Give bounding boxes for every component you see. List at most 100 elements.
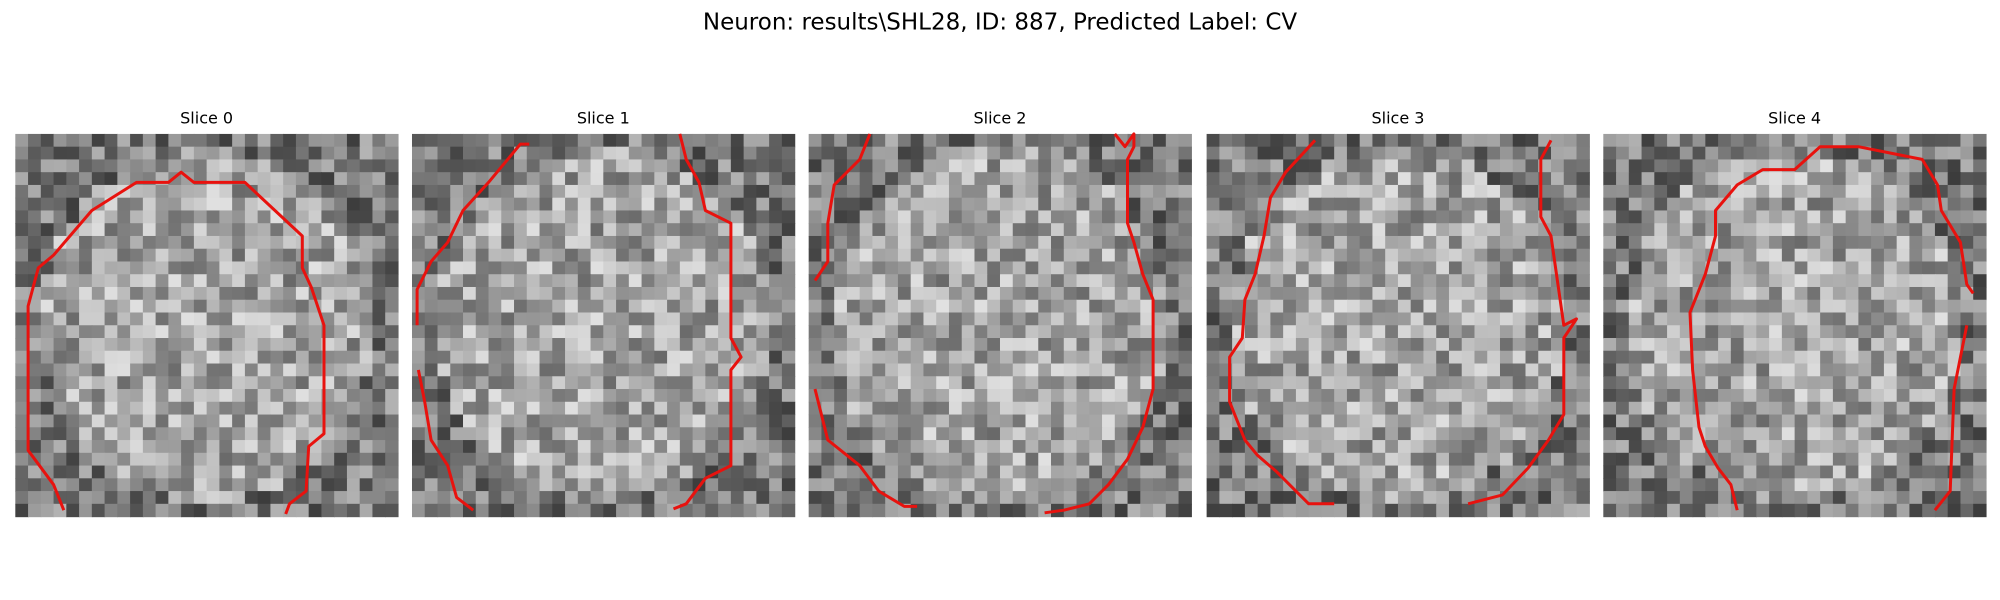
pixel [616, 363, 630, 377]
pixel [385, 261, 399, 275]
pixel [193, 401, 208, 416]
pixel [321, 465, 335, 479]
pixel [475, 440, 490, 454]
pixel [142, 312, 157, 326]
pixel [1730, 248, 1745, 263]
pixel [781, 440, 796, 454]
pixel [283, 376, 297, 390]
pixel [1756, 465, 1770, 479]
pixel [40, 414, 55, 428]
pixel [1832, 312, 1847, 326]
pixel [948, 197, 963, 212]
pixel [1576, 350, 1590, 365]
pixel [1153, 248, 1167, 263]
pixel [270, 248, 284, 263]
pixel [1397, 299, 1412, 314]
pixel [1270, 427, 1284, 441]
pixel [1743, 286, 1757, 301]
pixel [936, 465, 950, 479]
pixel [628, 389, 643, 403]
pixel [526, 146, 541, 161]
pixel [603, 363, 617, 377]
pixel [1346, 325, 1361, 339]
pixel [1321, 414, 1335, 428]
pixel [1794, 427, 1808, 441]
pixel [948, 286, 963, 301]
pixel [565, 338, 579, 352]
pixel [1178, 299, 1192, 314]
pixel [40, 133, 55, 148]
pixel [590, 172, 604, 186]
pixel [1321, 133, 1335, 148]
pixel [808, 172, 823, 186]
pixel [577, 133, 592, 148]
pixel [155, 197, 169, 212]
pixel [1525, 389, 1539, 403]
pixel [1730, 452, 1745, 467]
pixel [1076, 376, 1090, 390]
pixel [142, 401, 157, 416]
pixel [936, 338, 950, 352]
pixel [756, 338, 770, 352]
pixel [1423, 197, 1437, 212]
pixel [1820, 478, 1834, 492]
pixel [974, 286, 988, 301]
pixel [475, 133, 490, 148]
pixel [1283, 491, 1297, 505]
pixel [1025, 414, 1039, 428]
pixel [1525, 376, 1539, 390]
pixel [372, 261, 386, 275]
pixel [1960, 197, 1974, 212]
pixel [1551, 491, 1565, 505]
pixel [1423, 452, 1437, 467]
pixel [1743, 376, 1757, 390]
pixel [948, 248, 963, 263]
pixel [321, 197, 335, 212]
pixel [730, 197, 745, 212]
pixel [628, 363, 643, 377]
pixel [463, 440, 477, 454]
pixel [117, 427, 131, 441]
pixel [244, 274, 259, 288]
pixel [257, 363, 272, 377]
pixel [808, 414, 823, 428]
pixel [283, 389, 297, 403]
pixel [308, 414, 323, 428]
pixel [1794, 248, 1808, 263]
pixel [1794, 184, 1808, 199]
pixel [1295, 248, 1310, 263]
pixel [193, 299, 208, 314]
pixel [1769, 478, 1783, 492]
pixel [1076, 299, 1090, 314]
pixel [539, 299, 553, 314]
pixel [1397, 478, 1412, 492]
pixel [1705, 146, 1719, 161]
pixel [885, 261, 899, 275]
pixel [501, 427, 515, 441]
pixel [1563, 491, 1578, 505]
pixel [705, 363, 719, 377]
pixel [270, 299, 284, 314]
pixel [1219, 478, 1233, 492]
pixel [372, 503, 386, 518]
pixel [1436, 261, 1450, 275]
pixel [1616, 312, 1630, 326]
pixel [872, 325, 886, 339]
pixel [295, 286, 310, 301]
pixel [1654, 210, 1668, 224]
pixel [1551, 465, 1565, 479]
pixel [168, 146, 182, 161]
pixel [936, 401, 950, 416]
pixel [1769, 363, 1783, 377]
pixel [539, 312, 553, 326]
pixel [1140, 440, 1154, 454]
pixel [821, 350, 835, 365]
pixel [142, 376, 157, 390]
pixel [948, 414, 963, 428]
pixel [1525, 401, 1539, 416]
pixel [821, 389, 835, 403]
pixel [79, 389, 93, 403]
pixel [488, 274, 502, 288]
pixel [743, 325, 757, 339]
pixel [1576, 286, 1590, 301]
